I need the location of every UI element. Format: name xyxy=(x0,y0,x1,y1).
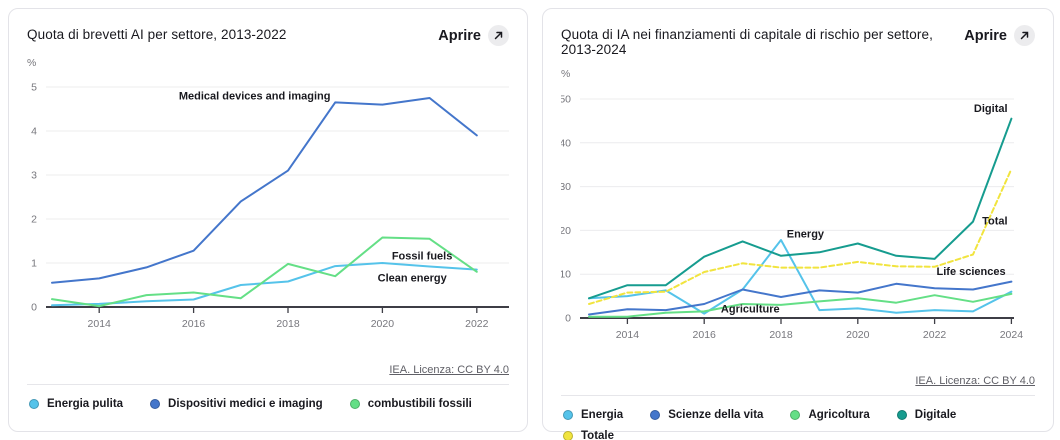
svg-text:50: 50 xyxy=(561,94,571,106)
ai-patents-line-chart[interactable]: % 0 1 2 3 4 5 2014 2016 2018 2020 2022 Medical devic… xyxy=(27,52,509,334)
svg-text:2020: 2020 xyxy=(846,329,870,341)
legend-item[interactable]: Energia xyxy=(563,409,623,421)
legend-dot xyxy=(790,410,801,420)
ai-patents-card: Quota di brevetti AI per settore, 2013-2… xyxy=(8,8,528,432)
legend-label: Scienze della vita xyxy=(668,409,764,421)
svg-text:5: 5 xyxy=(31,82,37,94)
chart-legend: Energia Scienze della vita Agricoltura Digi… xyxy=(561,396,1035,440)
series-label: Life sciences xyxy=(937,266,1006,278)
external-link-icon xyxy=(488,25,509,46)
card-header: Quota di IA nei finanziamenti di capital… xyxy=(561,25,1035,57)
open-button-label: Aprire xyxy=(438,27,481,44)
gridlines xyxy=(580,98,1014,275)
series-labels: Energy Agriculture Digital Total Life scienc… xyxy=(721,103,1008,316)
chart-legend: Energia pulita Dispositivi medici e imagi… xyxy=(27,385,509,422)
gridlines xyxy=(46,86,509,264)
svg-text:2016: 2016 xyxy=(693,329,717,341)
attribution-row: IEA. Licenza: CC BY 4.0 xyxy=(561,371,1035,387)
license-link[interactable]: IEA. Licenza: CC BY 4.0 xyxy=(389,364,509,376)
svg-text:2014: 2014 xyxy=(616,329,640,341)
svg-text:2022: 2022 xyxy=(923,329,947,341)
svg-text:0: 0 xyxy=(565,313,571,325)
legend-item[interactable]: Scienze della vita xyxy=(650,409,763,421)
y-axis-tick-labels: 0 10 20 30 40 50 xyxy=(561,94,571,325)
legend-dot xyxy=(650,410,661,420)
legend-item[interactable]: Totale xyxy=(563,430,614,440)
license-link[interactable]: IEA. Licenza: CC BY 4.0 xyxy=(915,375,1035,387)
chart-title: Quota di IA nei finanziamenti di capital… xyxy=(561,27,933,57)
legend-label: Energia xyxy=(581,409,624,421)
legend-item[interactable]: Agricoltura xyxy=(790,409,870,421)
svg-text:20: 20 xyxy=(561,225,571,237)
series-label: Medical devices and imaging xyxy=(179,90,331,102)
series-line-digitale xyxy=(588,117,1013,300)
legend-dot xyxy=(563,410,573,420)
legend-item[interactable]: Energia pulita xyxy=(29,398,123,410)
y-axis-tick-labels: 0 1 2 3 4 5 xyxy=(31,82,37,314)
legend-dot xyxy=(150,399,161,409)
series-label: Digital xyxy=(974,103,1008,115)
open-chart-button[interactable]: Aprire xyxy=(438,25,509,46)
svg-text:2022: 2022 xyxy=(465,318,489,330)
legend-item[interactable]: Digitale xyxy=(896,409,957,421)
svg-text:1: 1 xyxy=(31,258,37,270)
series-label: Agriculture xyxy=(721,304,780,316)
y-axis-unit: % xyxy=(561,68,570,80)
series-line-agricoltura xyxy=(588,292,1013,318)
svg-text:2016: 2016 xyxy=(182,318,206,330)
svg-text:2014: 2014 xyxy=(88,318,112,330)
y-axis-unit: % xyxy=(27,57,36,69)
svg-text:3: 3 xyxy=(31,170,37,182)
legend-item[interactable]: Dispositivi medici e imaging xyxy=(150,398,323,410)
legend-label: Energia pulita xyxy=(47,398,124,410)
attribution-row: IEA. Licenza: CC BY 4.0 xyxy=(27,360,509,376)
svg-text:2018: 2018 xyxy=(276,318,300,330)
svg-text:2020: 2020 xyxy=(371,318,395,330)
external-link-icon xyxy=(1014,25,1035,46)
legend-dot xyxy=(29,399,39,409)
legend-label: Dispositivi medici e imaging xyxy=(168,398,323,410)
legend-dot xyxy=(349,399,360,409)
open-button-label: Aprire xyxy=(964,27,1007,44)
legend-divider xyxy=(561,395,1035,396)
svg-text:0: 0 xyxy=(31,302,37,314)
series-labels: Medical devices and imaging Fossil fuels C… xyxy=(179,90,453,284)
svg-text:30: 30 xyxy=(561,181,571,193)
series-label: Fossil fuels xyxy=(392,250,453,262)
legend-item[interactable]: combustibili fossili xyxy=(349,398,472,410)
svg-text:2018: 2018 xyxy=(769,329,793,341)
x-axis: 2014 2016 2018 2020 2022 2024 xyxy=(580,317,1024,341)
series-line-totale xyxy=(588,168,1013,305)
ai-vc-funding-line-chart[interactable]: % 0 10 20 30 40 50 2014 2016 2018 2020 2022 2024 Ener… xyxy=(561,63,1035,345)
svg-text:2024: 2024 xyxy=(1000,329,1024,341)
legend-label: combustibili fossili xyxy=(367,398,472,410)
legend-label: Digitale xyxy=(914,409,957,421)
series-line-dispositivi-medici-e-imaging xyxy=(51,97,478,284)
svg-text:10: 10 xyxy=(561,269,571,281)
series-line-energia-pulita xyxy=(51,262,478,307)
series-label: Total xyxy=(982,216,1007,228)
series-line-scienze-della-vita xyxy=(588,280,1013,316)
legend-divider xyxy=(27,384,509,385)
x-axis: 2014 2016 2018 2020 2022 xyxy=(46,306,509,330)
legend-label: Totale xyxy=(581,430,615,440)
open-chart-button[interactable]: Aprire xyxy=(964,25,1035,46)
svg-text:4: 4 xyxy=(31,126,37,138)
legend-label: Agricoltura xyxy=(808,409,870,421)
svg-text:40: 40 xyxy=(561,137,571,149)
legend-dot xyxy=(563,431,573,440)
series-line-combustibili-fossili xyxy=(51,236,478,308)
series-label: Energy xyxy=(787,228,825,240)
chart-title: Quota di brevetti AI per settore, 2013-2… xyxy=(27,27,287,42)
svg-text:2: 2 xyxy=(31,214,37,226)
legend-dot xyxy=(896,410,907,420)
card-header: Quota di brevetti AI per settore, 2013-2… xyxy=(27,25,509,46)
series-label: Clean energy xyxy=(378,272,448,284)
ai-vc-funding-card: Quota di IA nei finanziamenti di capital… xyxy=(542,8,1054,440)
